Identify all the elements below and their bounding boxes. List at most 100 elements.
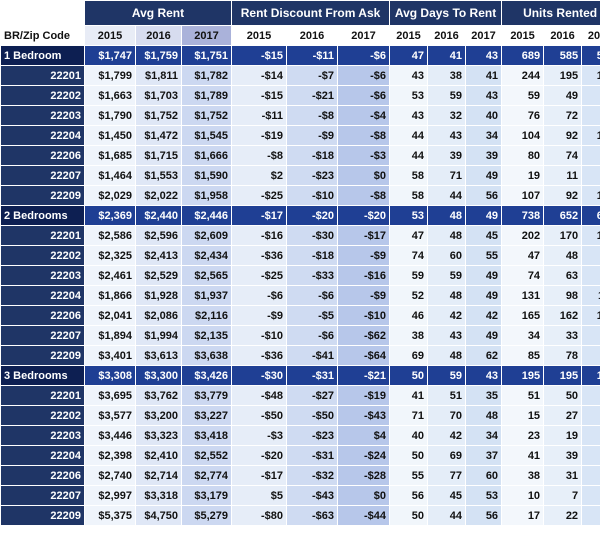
discount-cell: -$18	[286, 145, 339, 166]
zip-code-row: 22202 $1,663 $1,703 $1,789 -$15 -$21 -$6 53 59 43…	[0, 85, 600, 106]
rent-cell: $2,398	[84, 445, 136, 466]
days-cell: 58	[389, 165, 429, 186]
discount-cell: -$62	[337, 325, 391, 346]
units-cell: 39	[543, 445, 583, 466]
discount-cell: -$32	[286, 465, 339, 486]
days-cell: 43	[465, 365, 503, 386]
discount-cell: -$8	[231, 145, 288, 166]
rent-cell: $1,751	[180, 45, 233, 66]
discount-cell: -$28	[337, 465, 391, 486]
rent-cell: $1,894	[84, 325, 136, 346]
row-label: 22209	[0, 505, 85, 526]
discount-cell: -$17	[337, 225, 391, 246]
units-cell: 34	[501, 325, 545, 346]
zip-code-row: 22204 $1,866 $1,928 $1,937 -$6 -$6 -$9 52 48 49 13…	[0, 285, 600, 306]
row-label: 22202	[0, 405, 85, 426]
units-cell: 160	[581, 305, 600, 326]
units-cell: 85	[501, 345, 545, 366]
rent-cell: $2,446	[180, 205, 233, 226]
rent-cell: $2,740	[84, 465, 136, 486]
table-body: 1 Bedroom $1,747 $1,759 $1,751 -$15 -$11 -$6 47…	[0, 45, 600, 526]
discount-cell: -$10	[337, 305, 391, 326]
days-cell: 62	[465, 345, 503, 366]
zip-code-row: 22207 $1,464 $1,553 $1,590 $2 -$23 $0 58 71 49 19 1…	[0, 165, 600, 186]
units-cell: 24	[581, 465, 600, 486]
units-cell: 105	[581, 125, 600, 146]
units-cell: 78	[543, 345, 583, 366]
discount-cell: -$64	[337, 345, 391, 366]
rent-cell: $1,747	[84, 45, 136, 66]
year-header-units-2017: 2017	[581, 25, 600, 46]
discount-cell: -$5	[286, 305, 339, 326]
discount-cell: -$8	[337, 185, 391, 206]
group-header-rent-discount: Rent Discount From Ask	[231, 0, 391, 26]
discount-cell: -$27	[286, 385, 339, 406]
rent-data-table: Avg Rent Rent Discount From Ask Avg Days…	[0, 0, 600, 526]
row-label: 22203	[0, 105, 85, 126]
days-cell: 43	[389, 65, 429, 86]
rent-cell: $2,609	[180, 225, 233, 246]
row-label: 22201	[0, 65, 85, 86]
rent-cell: $3,401	[84, 345, 136, 366]
discount-cell: -$36	[231, 245, 288, 266]
units-cell: 111	[581, 285, 600, 306]
zip-code-row: 22201 $2,586 $2,596 $2,609 -$16 -$30 -$17 47 48 4…	[0, 225, 600, 246]
row-label: 1 Bedroom	[0, 45, 85, 66]
rent-cell: $2,041	[84, 305, 136, 326]
rent-cell: $2,596	[135, 225, 182, 246]
year-header-days-2017: 2017	[465, 25, 503, 46]
units-cell: 594	[581, 45, 600, 66]
rent-cell: $3,323	[135, 425, 182, 446]
units-cell: 652	[543, 205, 583, 226]
row-label: 22202	[0, 245, 85, 266]
units-cell: 19	[501, 165, 545, 186]
rent-cell: $1,715	[135, 145, 182, 166]
units-cell: 60	[581, 145, 600, 166]
year-header-days-2016: 2016	[427, 25, 467, 46]
rent-cell: $3,577	[84, 405, 136, 426]
row-label: 22207	[0, 165, 85, 186]
year-header-days-2015: 2015	[389, 25, 429, 46]
rent-cell: $3,446	[84, 425, 136, 446]
discount-cell: -$15	[231, 85, 288, 106]
units-cell: 22	[543, 505, 583, 526]
discount-cell: -$3	[231, 425, 288, 446]
units-cell: 69	[581, 265, 600, 286]
rent-cell: $1,472	[135, 125, 182, 146]
days-cell: 44	[427, 185, 467, 206]
rent-cell: $3,638	[180, 345, 233, 366]
discount-cell: -$11	[286, 45, 339, 66]
units-cell: 19	[581, 505, 600, 526]
units-cell: 11	[543, 165, 583, 186]
discount-cell: -$23	[286, 165, 339, 186]
rent-cell: $1,752	[135, 105, 182, 126]
units-cell: 76	[501, 105, 545, 126]
discount-cell: -$6	[337, 65, 391, 86]
rent-cell: $2,413	[135, 245, 182, 266]
days-cell: 40	[465, 105, 503, 126]
days-cell: 59	[389, 265, 429, 286]
zip-code-row: 22206 $1,685 $1,715 $1,666 -$8 -$18 -$3 44 39 39 8…	[0, 145, 600, 166]
rent-cell: $1,958	[180, 185, 233, 206]
discount-cell: -$21	[286, 85, 339, 106]
rent-cell: $2,440	[135, 205, 182, 226]
group-header-days-to-rent: Avg Days To Rent	[389, 0, 503, 26]
units-cell: 585	[543, 45, 583, 66]
year-header-row: BR/Zip Code 2015 2016 2017 2015 2016 201…	[0, 25, 600, 46]
rent-cell: $1,752	[180, 105, 233, 126]
rent-cell: $1,666	[180, 145, 233, 166]
discount-cell: -$31	[286, 365, 339, 386]
year-header-discount-2015: 2015	[231, 25, 288, 46]
row-label: 22206	[0, 465, 85, 486]
days-cell: 39	[427, 145, 467, 166]
zip-code-row: 22202 $3,577 $3,200 $3,227 -$50 -$50 -$43 71 70 4…	[0, 405, 600, 426]
discount-cell: -$25	[231, 185, 288, 206]
bedroom-summary-row: 2 Bedrooms $2,369 $2,440 $2,446 -$17 -$20 -$20…	[0, 205, 600, 226]
days-cell: 56	[389, 485, 429, 506]
rent-cell: $2,410	[135, 445, 182, 466]
discount-cell: -$33	[286, 265, 339, 286]
rent-cell: $1,790	[84, 105, 136, 126]
discount-cell: -$7	[286, 65, 339, 86]
rent-cell: $1,799	[84, 65, 136, 86]
rent-cell: $3,695	[84, 385, 136, 406]
